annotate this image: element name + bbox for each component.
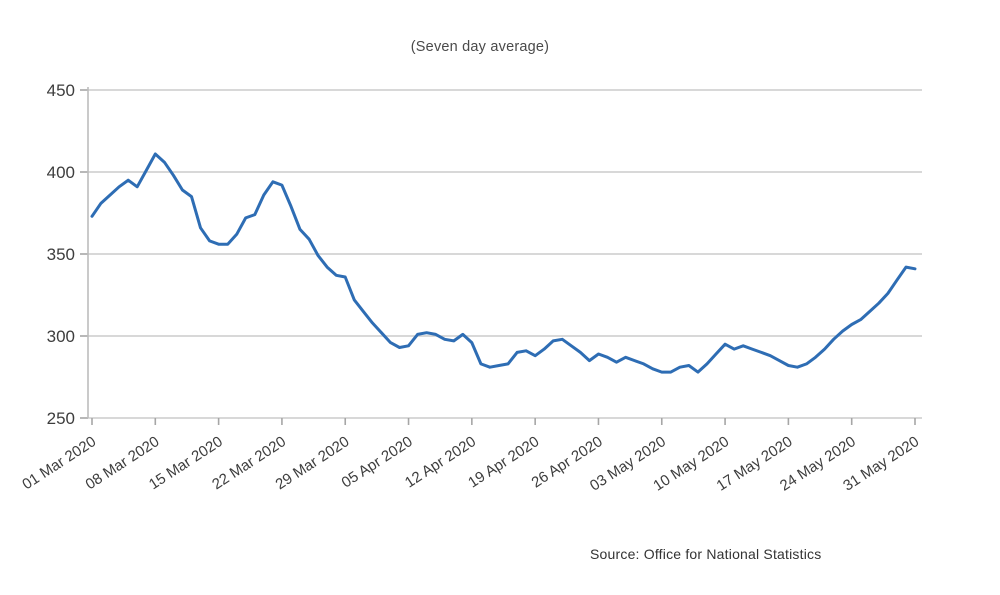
y-tick-label: 350	[47, 245, 75, 264]
y-tick-label: 250	[47, 409, 75, 428]
chart-title: (Seven day average)	[410, 39, 550, 55]
gridlines	[80, 89, 922, 419]
y-axis-labels: 250 300 350 400 450	[47, 81, 75, 428]
x-tick-label: 19 Apr 2020	[465, 433, 542, 491]
trend-line	[90, 152, 917, 374]
y-tick-label: 300	[47, 327, 75, 346]
x-tick-label: 05 Apr 2020	[339, 433, 416, 491]
y-tick-label: 450	[47, 81, 75, 100]
x-tick-label: 12 Apr 2020	[402, 433, 479, 491]
source-caption: Source: Office for National Statistics	[590, 546, 822, 562]
y-tick-label: 400	[47, 163, 75, 182]
